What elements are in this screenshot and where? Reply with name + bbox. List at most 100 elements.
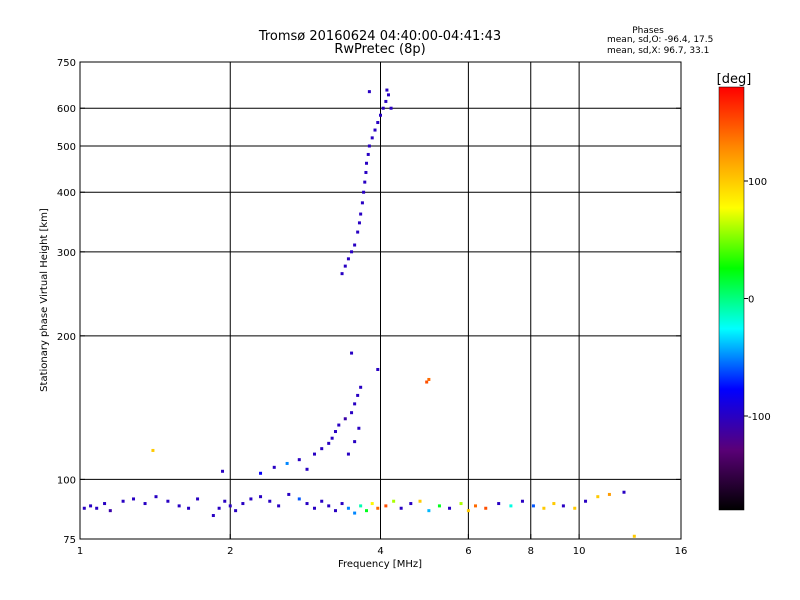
- data-point: [379, 113, 382, 117]
- chart-subtitle: RwPretec (8p): [334, 42, 425, 57]
- data-point: [370, 502, 374, 506]
- data-point: [346, 257, 350, 261]
- colorbar: [718, 86, 745, 511]
- y-tick-label: 600: [57, 104, 76, 115]
- data-point: [211, 514, 215, 518]
- data-point: [95, 506, 99, 510]
- data-point: [366, 152, 370, 156]
- data-point: [151, 448, 155, 452]
- x-tick-label: 8: [528, 546, 534, 557]
- data-point: [389, 106, 393, 110]
- data-point: [187, 506, 191, 510]
- data-point: [373, 128, 377, 132]
- data-point: [268, 499, 272, 503]
- data-point: [259, 471, 263, 475]
- data-point: [340, 272, 344, 276]
- data-point: [370, 136, 374, 140]
- data-point: [177, 504, 181, 508]
- data-point: [359, 385, 363, 389]
- data-point: [392, 499, 396, 503]
- data-point: [223, 499, 227, 503]
- y-tick-label: 400: [57, 188, 76, 199]
- data-point: [542, 506, 546, 510]
- data-point: [367, 90, 371, 94]
- data-point: [353, 440, 357, 444]
- data-point: [520, 499, 524, 503]
- data-point: [364, 170, 368, 174]
- data-points: [82, 88, 636, 538]
- data-point: [573, 506, 577, 510]
- data-point: [221, 469, 225, 473]
- data-point: [287, 492, 291, 496]
- data-point: [350, 250, 354, 254]
- data-point: [632, 534, 636, 538]
- grid-lines: [80, 62, 681, 539]
- data-point: [531, 504, 535, 508]
- stats-x-line: mean, sd,X: 96.7, 33.1: [607, 46, 709, 56]
- data-point: [320, 499, 324, 503]
- data-point: [108, 509, 112, 513]
- data-point: [312, 506, 316, 510]
- y-tick-label: 750: [57, 58, 76, 69]
- data-point: [359, 212, 363, 216]
- data-point: [459, 502, 463, 506]
- x-tick-label: 4: [377, 546, 383, 557]
- data-point: [409, 502, 413, 506]
- data-point: [196, 497, 200, 501]
- data-point: [376, 121, 380, 125]
- data-point: [103, 502, 107, 506]
- data-point: [365, 509, 369, 513]
- data-point: [437, 504, 441, 508]
- data-point: [365, 161, 369, 165]
- stats-o-line: mean, sd,O: -96.4, 17.5: [607, 35, 713, 45]
- data-point: [584, 499, 588, 503]
- y-tick-label: 75: [63, 535, 76, 546]
- data-point: [356, 393, 360, 397]
- data-point: [249, 497, 253, 501]
- data-point: [285, 461, 289, 465]
- y-tick-label: 500: [57, 142, 76, 153]
- data-point: [381, 106, 385, 110]
- data-point: [337, 423, 341, 427]
- data-point: [427, 377, 431, 381]
- data-point: [367, 144, 371, 148]
- data-point: [561, 504, 565, 508]
- data-point: [346, 452, 350, 456]
- x-tick-label: 16: [675, 546, 688, 557]
- data-point: [363, 180, 367, 184]
- y-tick-label: 300: [57, 248, 76, 259]
- data-point: [386, 93, 390, 97]
- data-point: [353, 243, 357, 247]
- data-point: [448, 506, 452, 510]
- x-tick-label: 6: [465, 546, 471, 557]
- data-point: [346, 506, 350, 510]
- data-point: [234, 509, 238, 513]
- colorbar-ticks: 100 0 -100: [744, 177, 771, 423]
- data-point: [320, 447, 324, 451]
- colorbar-tick-label: 100: [748, 177, 767, 188]
- data-point: [418, 499, 422, 503]
- data-point: [343, 264, 347, 268]
- y-axis-label: Stationary phase Virtual Height [km]: [39, 208, 50, 392]
- data-point: [484, 506, 488, 510]
- data-point: [362, 190, 366, 194]
- data-point: [277, 504, 281, 508]
- colorbar-tick-label: -100: [748, 412, 771, 423]
- data-point: [356, 230, 360, 234]
- data-point: [297, 458, 301, 462]
- data-point: [552, 502, 556, 506]
- data-point: [359, 504, 363, 508]
- colorbar-tick-label: 0: [748, 295, 754, 306]
- data-point: [333, 509, 337, 513]
- data-point: [340, 502, 344, 506]
- x-axis-label: Frequency [MHz]: [338, 559, 422, 570]
- data-point: [353, 511, 357, 515]
- data-point: [82, 506, 86, 510]
- data-point: [330, 436, 334, 440]
- y-axis-ticks: 75 100 200 300 400 500 600 750: [57, 58, 681, 546]
- data-point: [166, 499, 170, 503]
- x-tick-label: 10: [573, 546, 586, 557]
- data-point: [357, 426, 361, 430]
- data-point: [384, 99, 388, 103]
- data-point: [154, 495, 158, 499]
